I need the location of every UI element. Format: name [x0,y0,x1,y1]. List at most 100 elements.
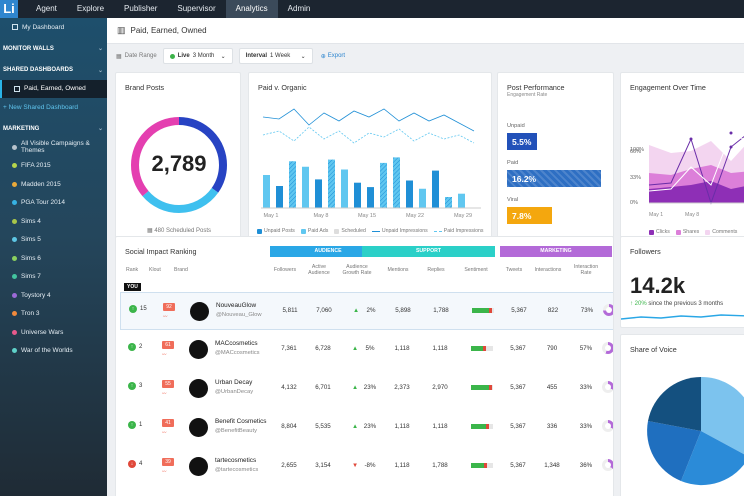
klout-trend-icon: 〰 [162,352,167,357]
column-header[interactable]: Mentions [387,267,409,273]
nav-agent[interactable]: Agent [36,4,57,13]
arrow-up-icon: ▲ [351,345,359,352]
bar [406,180,413,208]
column-header[interactable]: Tweets [505,267,523,273]
brand-name[interactable]: MACcosmetics [215,340,258,347]
klout-trend-icon: 〰 [162,469,167,474]
sidebar-item-campaign[interactable]: Sims 4 [0,212,107,231]
sidebar-item-campaign[interactable]: Sims 7 [0,268,107,287]
pie-slice-darkest [648,377,701,431]
table-row[interactable]: ↑ 15 92 〰 NouveauGlow @Nouveau_Glow 5,811 7,060… [120,292,613,330]
column-header[interactable]: Active Audience [308,264,330,276]
chevron-down-icon: ⌄ [97,46,103,53]
active-audience-cell: 6,701 [315,384,331,391]
brand-name[interactable]: NouveauGlow [216,302,257,309]
sidebar-item-campaign[interactable]: Toystory 4 [0,286,107,305]
sidebar-item-paid-earned-owned[interactable]: Paid, Earned, Owned [0,79,107,98]
sidebar-section-shared-dashboards[interactable]: SHARED DASHBOARDS ⌄ [0,61,107,80]
growth-rate-cell: -8% [364,462,376,469]
sentiment-bar [471,463,493,468]
x-tick-label: May 1 [264,213,279,219]
column-header[interactable]: Audience Growth Rate [342,264,372,276]
dashboard-icon [12,24,18,31]
sidebar-section-monitor-walls[interactable]: MONITOR WALLS ⌄ [0,40,107,59]
table-row[interactable]: ↑ 3 55 〰 Urban Decay @UrbanDecay 4,132 6,701 ▲ 23… [120,370,613,408]
new-shared-dashboard-link[interactable]: + New Shared Dashboard [3,103,78,111]
brand-avatar [189,418,208,437]
klout-score: 61 [162,341,174,349]
sentiment-bar [471,424,493,429]
sidebar-section-marketing[interactable]: MARKETING ⌄ [0,120,107,139]
interaction-rate-ring [602,381,613,393]
column-header[interactable]: Brand [174,267,188,273]
sidebar-item-label: Madden 2015 [21,180,61,188]
column-header[interactable]: Replies [427,267,445,273]
column-header[interactable]: Sentiment [464,267,488,273]
app-logo[interactable]: Li [0,0,18,18]
sidebar-item-campaign[interactable]: Madden 2015 [0,175,107,194]
paid-organic-chart: May 1 May 8 May 15 May 22 May 29 [261,108,481,219]
column-header[interactable]: Interactions [534,267,562,273]
live-range-dropdown[interactable]: Live 3 Month ⌄ [162,48,233,64]
interaction-rate-cell: 33% [579,384,593,391]
pie-slice-dark [647,421,701,481]
bar [367,187,374,208]
brand-name[interactable]: Urban Decay [215,379,253,386]
arrow-down-icon: ▼ [351,462,359,469]
bar [302,166,309,208]
interaction-rate-cell: 57% [579,345,593,352]
sentiment-positive [471,385,489,390]
nav-explore[interactable]: Explore [76,4,105,13]
brand-handle: @UrbanDecay [215,389,254,395]
nav-publisher[interactable]: Publisher [124,4,158,13]
table-row[interactable]: ↑ 2 61 〰 MACcosmetics @MACcosmetics 7,361 6,728… [120,331,613,369]
main-content: ▥ Paid, Earned, Owned ▦ Date Range Live … [107,18,744,496]
section-label: SHARED DASHBOARDS [3,67,74,74]
page-title: Paid, Earned, Owned [130,26,207,35]
sidebar-item-campaign[interactable]: Sims 6 [0,249,107,268]
nav-analytics[interactable]: Analytics [225,0,278,18]
sidebar-item-my-dashboard[interactable]: My Dashboard [0,18,107,37]
sidebar-item-campaign[interactable]: Universe Wars [0,323,107,342]
sidebar-item-campaign[interactable]: PGA Tour 2014 [0,194,107,213]
legend-scheduled: Scheduled [334,228,366,234]
sidebar-item-campaign[interactable]: Tron 3 [0,305,107,324]
interval-dropdown[interactable]: Interval 1 Week ⌄ [238,48,313,64]
interval-label: Interval [245,53,268,59]
column-header[interactable]: Followers [273,267,297,273]
export-button[interactable]: ⊕ Export [321,53,345,60]
brand-name[interactable]: tartecosmetics [215,457,257,464]
perf-bar: 16.2% [507,170,602,187]
legend-label: Shares [682,229,700,235]
sentiment-negative [486,424,490,429]
bar [263,175,270,208]
column-header[interactable]: Klout [149,267,161,273]
sidebar-item-campaign[interactable]: All Visible Campaigns & Themes [0,138,107,157]
legend-label: Unpaid Posts [264,228,295,234]
brand-name[interactable]: Benefit Cosmetics [215,418,267,425]
table-row[interactable]: ↑ 1 41 〰 Benefit Cosmetics @BenefitBeauty 8,80… [120,409,613,447]
line-series-1 [648,135,744,205]
legend-label: Unpaid Impressions [381,228,428,234]
nav-supervisor[interactable]: Supervisor [177,4,216,13]
rank-value: 1 [139,422,143,428]
rank-up-icon: ↑ [129,305,137,313]
sentiment-positive [472,308,489,313]
sidebar-item-campaign[interactable]: FIFA 2015 [0,157,107,176]
nav-admin[interactable]: Admin [287,4,311,13]
active-audience-cell: 5,535 [315,423,331,430]
campaign-list: All Visible Campaigns & Themes FIFA 2015 M… [0,138,107,360]
share-of-voice-pie [647,376,744,486]
tweets-cell: 5,367 [510,345,526,352]
unpaid-impressions-line [262,108,475,132]
sidebar-item-campaign[interactable]: Sims 5 [0,231,107,250]
sidebar-item-campaign[interactable]: War of the Worlds [0,342,107,361]
sentiment-bar [471,346,493,351]
table-row[interactable]: ↓ 4 39 〰 tartecosmetics @tartecosmetics 2,655 3… [120,448,613,486]
sidebar-item-label: My Dashboard [22,23,65,31]
column-header[interactable]: Rank [126,267,139,273]
replies-cell: 2,970 [432,384,448,391]
followers-value: 14.2k [630,273,686,298]
replies-cell: 1,118 [432,345,448,352]
column-header[interactable]: Interaction Rate [573,264,599,276]
